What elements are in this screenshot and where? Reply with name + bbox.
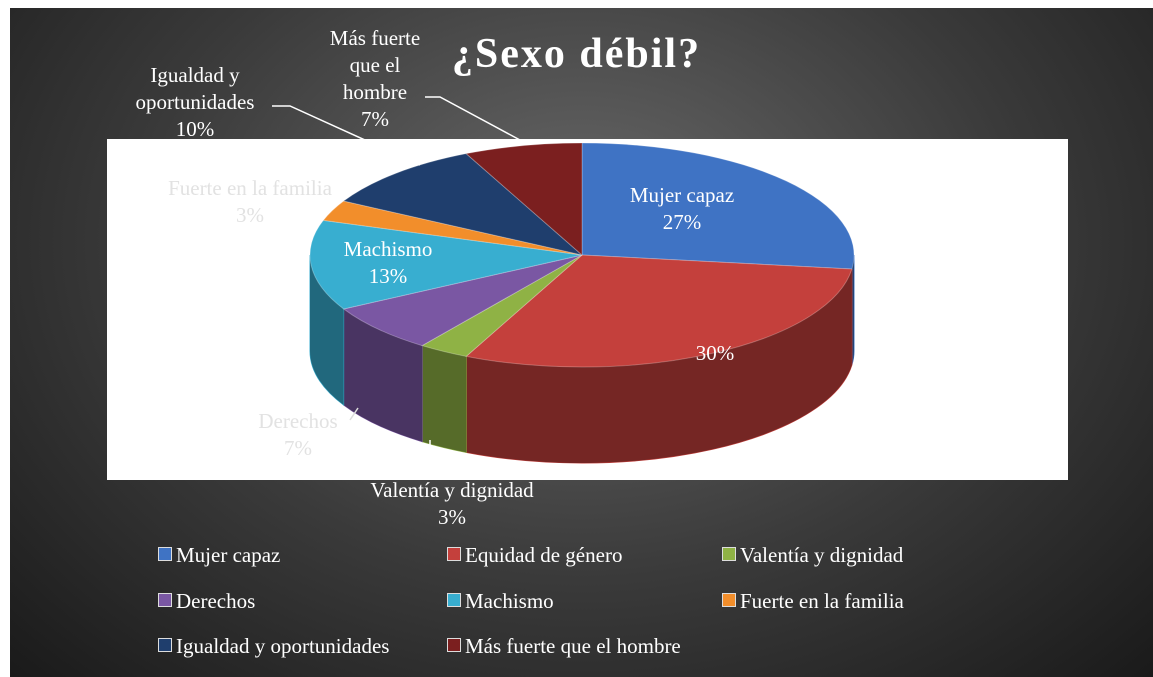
data-label-name: Fuerte en la familia xyxy=(168,176,332,200)
slice xyxy=(465,142,583,257)
pie xyxy=(309,142,855,464)
slice xyxy=(309,219,583,310)
data-label-name: Mujer capaz xyxy=(629,183,735,207)
data-label-value: 13% xyxy=(368,264,408,288)
legend-swatch xyxy=(158,638,172,652)
data-label-value: 7% xyxy=(284,436,312,460)
leader-line xyxy=(272,105,421,166)
data-label: 30% xyxy=(615,340,815,367)
legend-swatch xyxy=(447,547,461,561)
legend-label: Derechos xyxy=(176,589,256,613)
slice-side-shade xyxy=(422,345,467,453)
data-label: Mujer capaz 27% xyxy=(582,182,782,236)
data-label-name: Igualdad y oportunidades xyxy=(135,63,255,114)
legend-item: Mujer capaz xyxy=(158,543,280,568)
legend-swatch xyxy=(158,593,172,607)
leader-line xyxy=(425,96,521,141)
legend-item: Machismo xyxy=(447,589,554,614)
slice xyxy=(465,254,853,368)
legend-swatch xyxy=(447,593,461,607)
data-label-name: Valentía y dignidad xyxy=(370,478,534,502)
legend-label: Valentía y dignidad xyxy=(740,543,904,567)
legend-item: Derechos xyxy=(158,589,255,614)
legend-label: Más fuerte que el hombre xyxy=(465,634,681,658)
slice xyxy=(342,153,583,256)
data-label-value: 3% xyxy=(438,505,466,529)
data-label: Más fuerte que el hombre 7% xyxy=(318,25,433,133)
legend-swatch xyxy=(447,638,461,652)
legend-label: Equidad de género xyxy=(465,543,623,567)
legend-swatch xyxy=(158,547,172,561)
data-label-value: 27% xyxy=(662,210,702,234)
data-label: Valentía y dignidad 3% xyxy=(322,477,582,531)
data-label: Fuerte en la familia 3% xyxy=(120,175,380,229)
leader-lines xyxy=(272,96,521,480)
slice xyxy=(322,200,583,256)
legend-label: Fuerte en la familia xyxy=(740,589,904,613)
data-label-value: 7% xyxy=(361,107,389,131)
data-label: Machismo 13% xyxy=(318,236,458,290)
legend-item: Equidad de género xyxy=(447,543,622,568)
leader-line xyxy=(349,407,359,421)
data-label: Igualdad y oportunidades 10% xyxy=(120,62,270,143)
legend-item: Valentía y dignidad xyxy=(722,543,903,568)
slice-side-shade xyxy=(343,308,423,442)
legend-label: Mujer capaz xyxy=(176,543,281,567)
data-label: Derechos 7% xyxy=(228,408,368,462)
slice-side-shade xyxy=(851,255,854,366)
data-label-value: 10% xyxy=(175,117,215,141)
slice-side-shade xyxy=(310,255,344,405)
legend-swatch xyxy=(722,593,736,607)
legend-item: Igualdad y oportunidades xyxy=(158,634,389,659)
data-label-value: 3% xyxy=(236,203,264,227)
legend-label: Machismo xyxy=(465,589,554,613)
legend-item: Más fuerte que el hombre xyxy=(447,634,681,659)
slice xyxy=(420,254,583,357)
legend-label: Igualdad y oportunidades xyxy=(176,634,390,658)
data-label-value: 30% xyxy=(695,341,735,365)
slice xyxy=(581,142,855,270)
legend-item: Fuerte en la familia xyxy=(722,589,904,614)
data-label-name: Más fuerte que el hombre xyxy=(329,26,421,104)
data-label-name: Derechos xyxy=(258,409,338,433)
data-label-name: Machismo xyxy=(343,237,433,261)
chart-title: ¿Sexo débil? xyxy=(451,31,702,77)
legend-swatch xyxy=(722,547,736,561)
slice xyxy=(342,254,583,347)
slice-side-shade xyxy=(466,269,852,464)
